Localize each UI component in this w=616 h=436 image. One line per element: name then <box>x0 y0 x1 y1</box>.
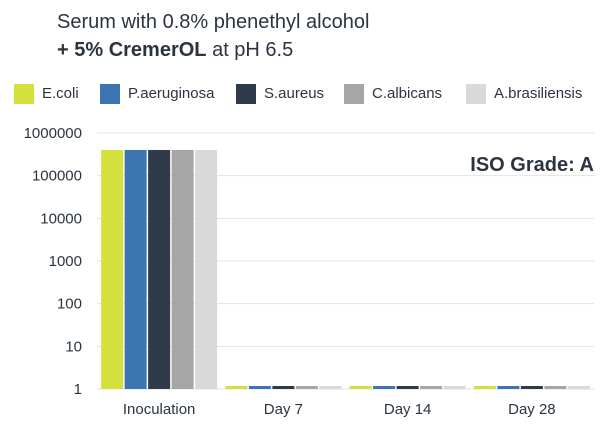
legend-label: E.coli <box>42 85 79 102</box>
bar-c-albicans-day-7 <box>295 386 318 389</box>
title-line-1: Serum with 0.8% phenethyl alcohol <box>57 11 370 33</box>
bar-a-brasiliensis-day-14 <box>443 386 466 389</box>
bar-c-albicans-inoculation <box>171 149 194 389</box>
legend-swatch <box>236 84 256 104</box>
x-tick-label: Day 14 <box>384 401 432 418</box>
bar-c-albicans-day-28 <box>544 386 567 389</box>
title-rest-part: at pH 6.5 <box>206 39 294 61</box>
y-tick-label: 1 <box>74 381 82 398</box>
bar-p-aeruginosa-day-14 <box>373 386 396 389</box>
bar-a-brasiliensis-day-28 <box>567 386 590 389</box>
legend-label: S.aureus <box>264 85 325 102</box>
bar-s-aureus-day-28 <box>520 386 543 389</box>
bar-a-brasiliensis-inoculation <box>195 149 218 389</box>
bar-p-aeruginosa-inoculation <box>124 149 147 389</box>
bar-a-brasiliensis-day-7 <box>319 386 342 389</box>
legend-label: A.brasiliensis <box>494 85 583 102</box>
title-bold-part: + 5% CremerOL <box>57 39 207 61</box>
bar-s-aureus-inoculation <box>148 149 171 389</box>
bar-e-coli-day-28 <box>473 386 496 389</box>
x-tick-label: Inoculation <box>123 401 196 418</box>
bar-s-aureus-day-7 <box>272 386 295 389</box>
y-tick-label: 10 <box>65 338 82 355</box>
legend-swatch <box>100 84 120 104</box>
y-tick-label: 100000 <box>32 168 82 185</box>
bar-c-albicans-day-14 <box>420 386 443 389</box>
x-tick-label: Day 7 <box>264 401 303 418</box>
y-tick-label: 1000000 <box>24 125 82 142</box>
legend-swatch <box>466 84 486 104</box>
bar-e-coli-day-7 <box>225 386 248 389</box>
x-tick-label: Day 28 <box>508 401 556 418</box>
legend-swatch <box>14 84 34 104</box>
bar-p-aeruginosa-day-7 <box>248 386 271 389</box>
y-tick-label: 1000 <box>49 253 82 270</box>
bar-p-aeruginosa-day-28 <box>497 386 520 389</box>
legend-label: P.aeruginosa <box>128 85 215 102</box>
title-line-2: + 5% CremerOL at pH 6.5 <box>57 36 369 64</box>
iso-grade-annotation: ISO Grade: A <box>470 154 594 176</box>
y-tick-label: 100 <box>57 296 82 313</box>
chart-title: Serum with 0.8% phenethyl alcohol + 5% C… <box>57 8 369 64</box>
legend-swatch <box>344 84 364 104</box>
legend-label: C.albicans <box>372 85 443 102</box>
bar-s-aureus-day-14 <box>396 386 419 389</box>
bar-e-coli-day-14 <box>349 386 372 389</box>
y-tick-label: 10000 <box>40 210 82 227</box>
bar-e-coli-inoculation <box>101 149 124 389</box>
